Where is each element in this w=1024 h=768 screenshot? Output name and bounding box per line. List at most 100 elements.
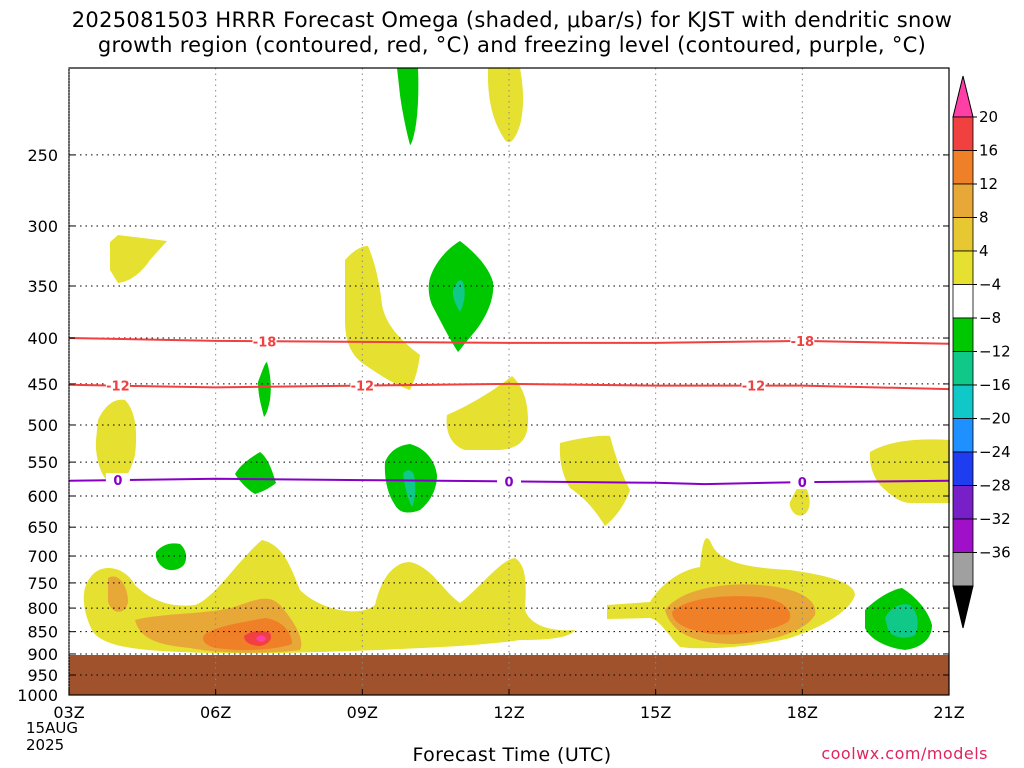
contour-label-background [741,378,766,393]
omega-region-mid-3 [95,399,137,486]
y-tick-label: 400 [27,329,58,348]
y-tick-label: 900 [27,645,58,664]
colorbar-segment [952,384,974,419]
omega-region-mid-6 [789,481,810,516]
colorbar-label: 16 [979,142,998,160]
contour-label: 0 [113,474,122,489]
colorbar-segment [952,451,974,486]
contour-label-background [497,474,521,489]
colorbar-label: −24 [979,443,1011,461]
contour-label-background [790,333,815,348]
colorbar-label: −8 [979,309,1001,327]
y-tick-label: 750 [27,574,58,593]
y-tick-label: 950 [27,666,58,685]
y-tick-label: 700 [27,547,58,566]
y-tick-label: 450 [27,375,58,394]
colorbar-label: −20 [979,410,1011,428]
y-tick-label: 1000 [17,686,58,705]
colorbar-label: −28 [979,477,1011,495]
x-axis-label: Forecast Time (UTC) [412,744,612,766]
colorbar-label: −36 [979,544,1011,562]
colorbar-segment [952,284,974,319]
colorbar-label: −4 [979,276,1001,294]
colorbar-segment [952,250,974,285]
omega-region-descent-upper [397,68,419,145]
omega-region-low-magenta [256,635,266,642]
colorbar: 20 16 12 8 4 −4 −8 −12 −16 −20 −24 −28 −32 −36 [952,75,1011,629]
date-label-day: 15AUG [26,719,78,737]
colorbar-segment [952,418,974,453]
contour-label-background [790,475,815,490]
colorbar-label: 12 [979,175,998,193]
colorbar-segment [952,552,974,587]
contour-lines: -18 -18 -12 -12 -12 0 0 0 [68,333,950,491]
omega-region-low-deep-orange-2 [672,596,791,635]
colorbar-label: 4 [979,242,989,260]
y-tick-label: 300 [27,217,58,236]
y-tick-label: 350 [27,277,58,296]
colorbar-label: −16 [979,376,1011,394]
omega-shading [69,68,950,695]
colorbar-top-arrow [952,75,974,118]
y-axis: 250 300 350 400 450 500 550 600 650 700 750 800 850 9… [17,146,949,705]
chart-title-line-2: growth region (contoured, red, °C) and f… [97,33,927,57]
omega-region-descent-6-teal [885,604,918,638]
contour-label-background [105,378,130,393]
x-tick-label: 15Z [640,703,671,722]
contour-label: -18 [253,335,277,350]
omega-region-descent-4-teal [403,470,416,507]
y-tick-label: 600 [27,487,58,506]
colorbar-label: −12 [979,343,1011,361]
omega-region-descent-mid-teal [452,280,465,312]
y-tick-label: 850 [27,623,58,642]
omega-region-upper-2 [487,68,524,143]
contour-label: -12 [106,380,130,395]
credit-link[interactable]: coolwx.com/models [821,744,988,763]
colorbar-segment [952,317,974,352]
colorbar-label: −32 [979,510,1011,528]
contour-label-background [350,378,375,393]
omega-region-descent-3 [235,452,276,494]
x-tick-label: 03Z [53,703,84,722]
colorbar-segment [952,518,974,553]
x-tick-label: 06Z [200,703,231,722]
omega-region-mid-2 [446,376,528,450]
omega-region-mid-1 [345,246,420,390]
y-tick-label: 500 [27,416,58,435]
omega-region-low-orange-2 [108,576,128,612]
colorbar-label: 8 [979,209,989,227]
colorbar-label: 20 [979,108,998,126]
omega-region-mid-4 [559,435,630,526]
colorbar-segment [952,116,974,151]
contour-label-background [252,334,277,349]
x-tick-label: 12Z [493,703,524,722]
contour-label: -12 [742,380,766,395]
colorbar-bottom-arrow [952,585,974,629]
y-tick-label: 550 [27,453,58,472]
chart-title: 2025081503 HRRR Forecast Omega (shaded, … [0,8,1024,58]
omega-region-descent-2 [258,362,271,417]
y-tick-label: 650 [27,518,58,537]
colorbar-segment [952,183,974,218]
contour-label: -18 [791,335,815,350]
contour-label: 0 [504,475,513,490]
contour-line-purple [68,477,950,486]
y-tick-label: 800 [27,599,58,618]
date-label: 15AUG 2025 [26,720,78,754]
colorbar-segment [952,150,974,185]
colorbar-segment [952,485,974,520]
omega-region-upper-1 [110,235,167,283]
date-label-year: 2025 [26,736,65,754]
contour-line-red [68,382,950,391]
contour-label: 0 [798,476,807,491]
contour-label-background [105,473,130,488]
x-tick-label: 21Z [933,703,964,722]
colorbar-segment [952,217,974,252]
x-tick-label: 09Z [347,703,378,722]
y-tick-label: 250 [27,146,58,165]
omega-region-descent-5 [155,543,187,571]
omega-region-mid-5 [869,439,950,503]
chart-title-line-1: 2025081503 HRRR Forecast Omega (shaded, … [71,8,953,32]
contour-label: -12 [351,380,375,395]
